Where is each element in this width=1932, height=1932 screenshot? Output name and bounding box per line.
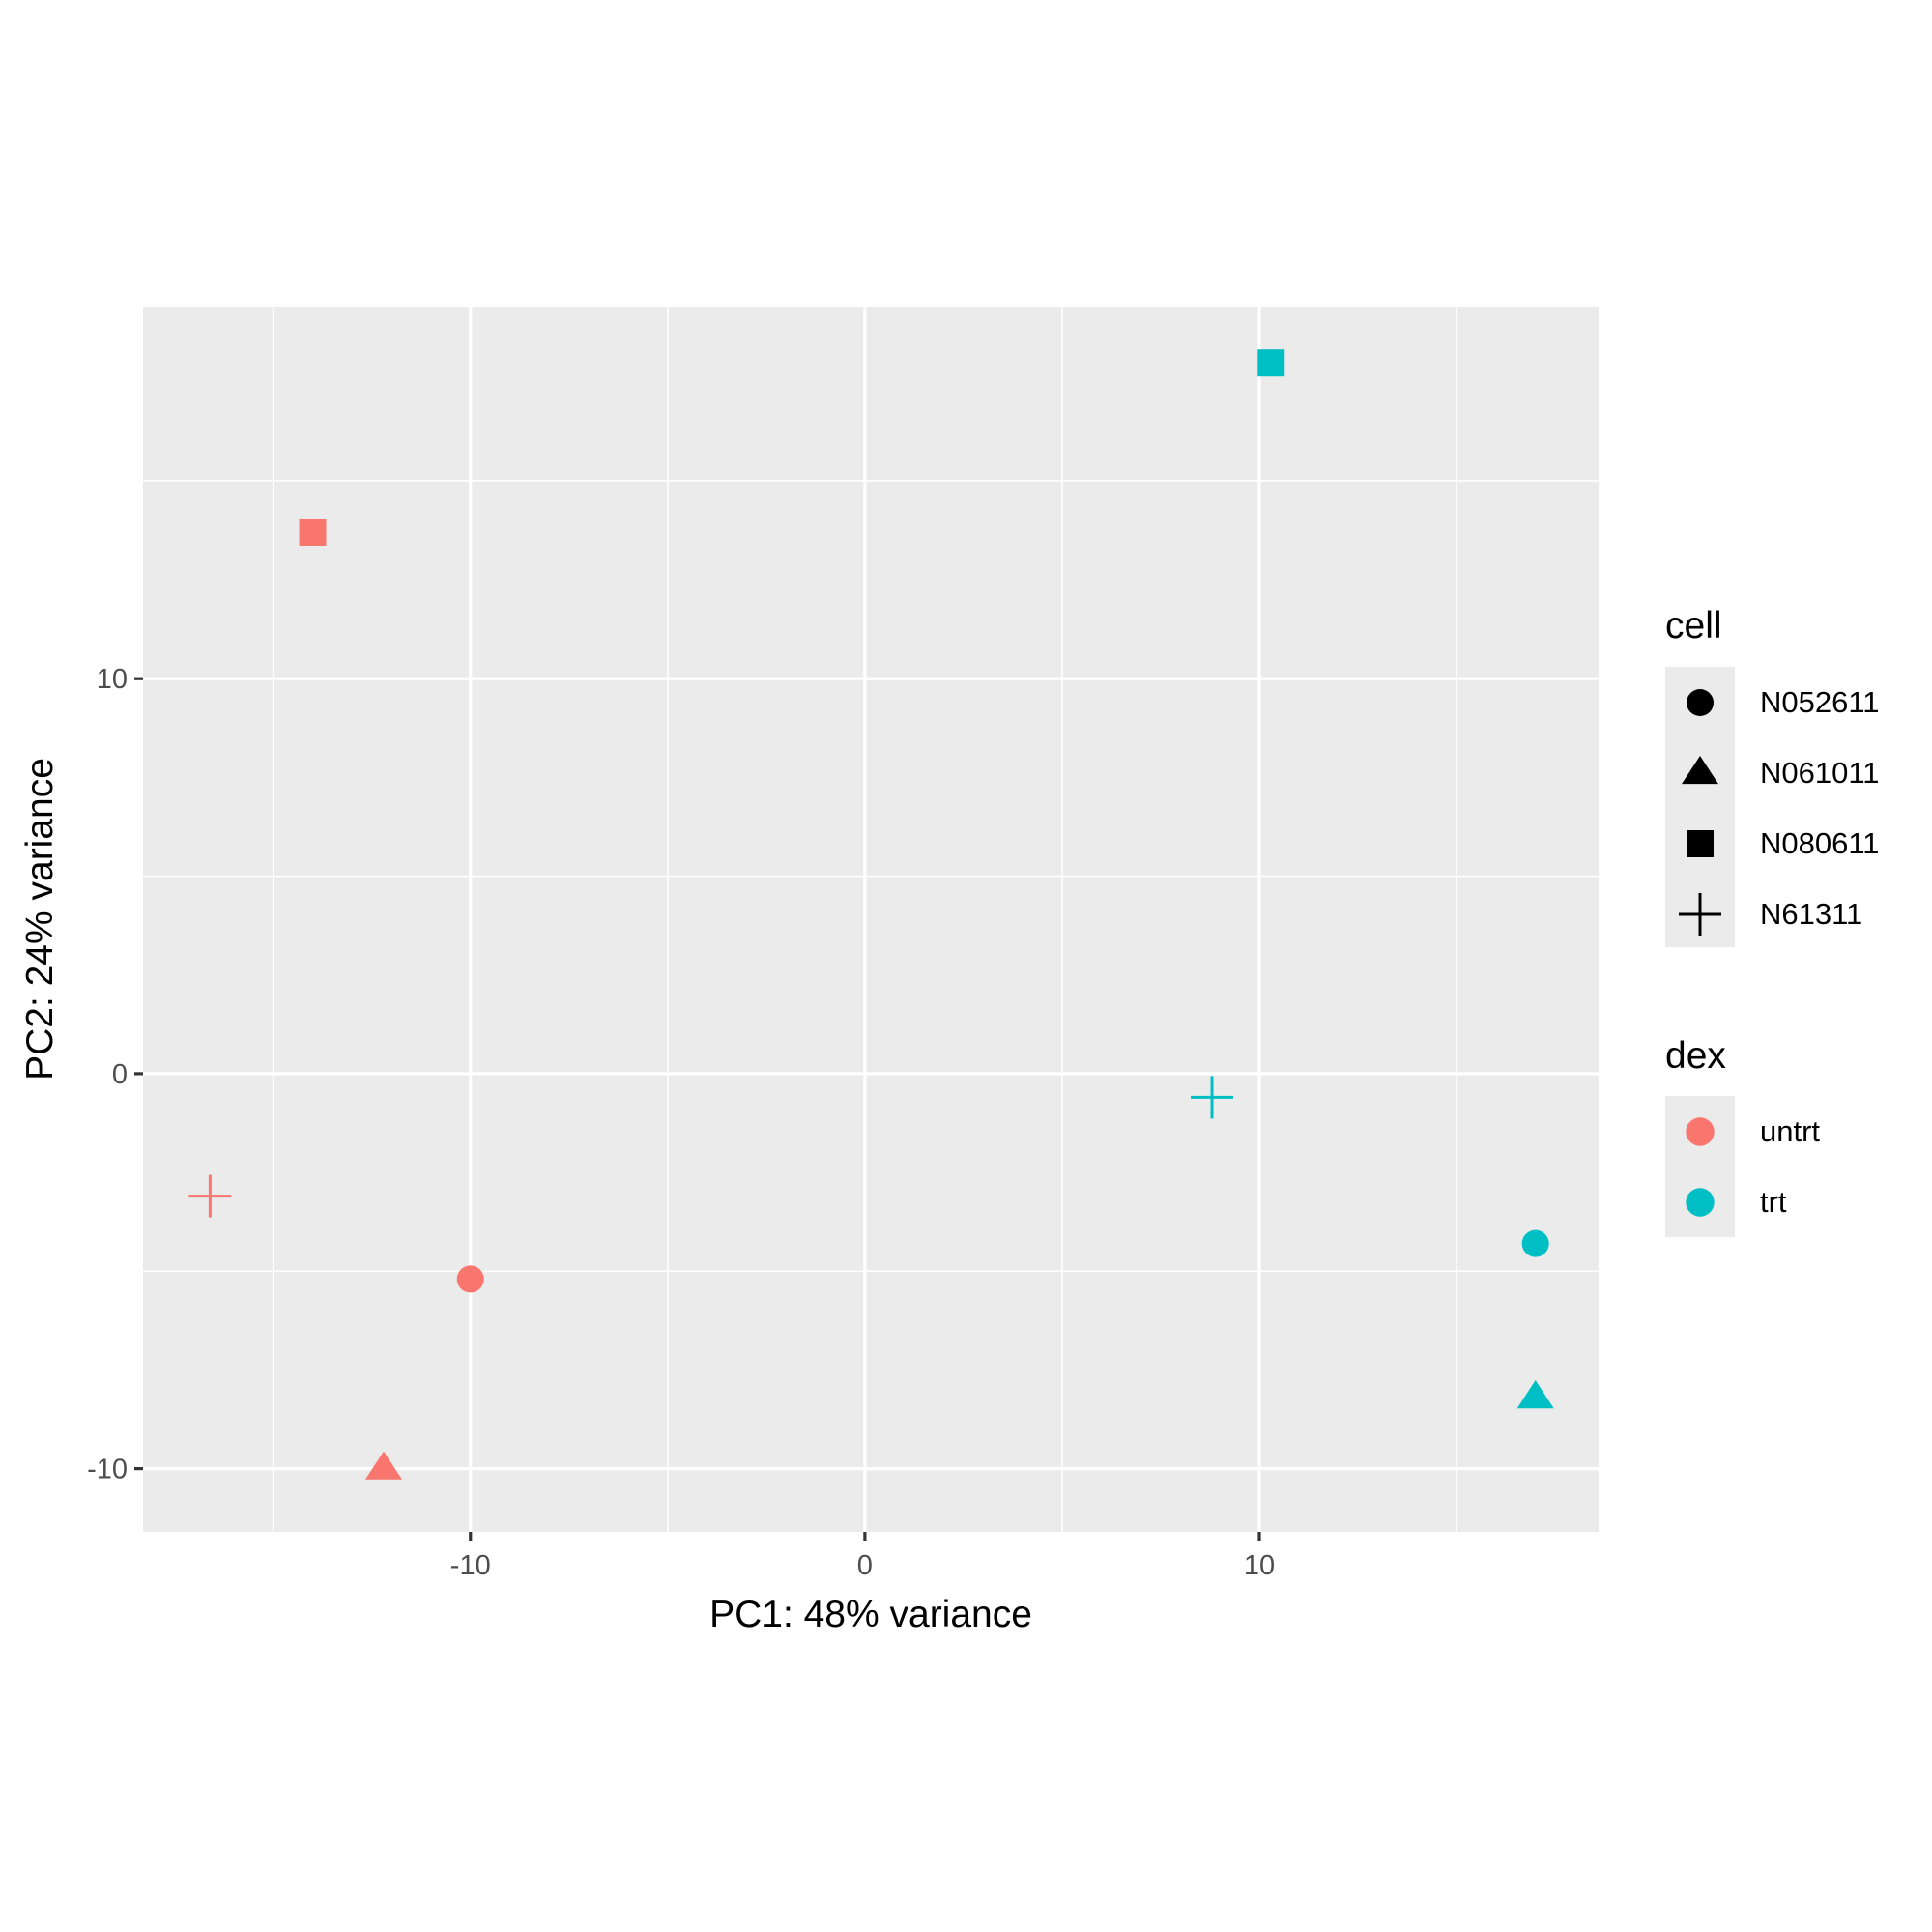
y-tick-label: 0	[112, 1059, 128, 1090]
plot-panel	[143, 307, 1599, 1532]
legend-dex-keys	[1686, 1117, 1715, 1217]
minor-gridlines	[143, 307, 1599, 1532]
legend-cell-label: N061011	[1760, 756, 1880, 790]
legend-cell-key-triangle-icon	[1682, 756, 1718, 785]
legend-dex-labels: untrt trt	[1760, 1114, 1820, 1219]
legend-dex-key-circle-icon	[1686, 1188, 1715, 1217]
data-point	[188, 1174, 232, 1218]
data-point	[1521, 1229, 1549, 1257]
legend-dex-label: trt	[1760, 1185, 1787, 1219]
data-point	[364, 1451, 402, 1480]
legend-cell-title: cell	[1665, 605, 1722, 647]
data-points	[188, 349, 1554, 1480]
legend-cell-label: N080611	[1760, 826, 1880, 860]
data-point	[299, 518, 327, 546]
legend-cell-key-plus-icon	[1679, 893, 1721, 936]
y-tick-label: 10	[97, 664, 128, 695]
legend-dex-key-circle-icon	[1686, 1117, 1715, 1146]
data-point	[1191, 1076, 1234, 1119]
legend-cell-labels: N052611 N061011 N080611 N61311	[1760, 685, 1880, 931]
axis-ticks	[134, 677, 1261, 1541]
data-point	[456, 1265, 484, 1293]
legend-cell-key-circle-icon	[1687, 689, 1714, 716]
legend-cell-label: N052611	[1760, 685, 1880, 719]
legend-cell-key-square-icon	[1687, 830, 1714, 857]
legend-cell-keys	[1679, 689, 1721, 936]
legend-dex: dex untrt trt	[1665, 1035, 1820, 1237]
y-tick-label: -10	[87, 1455, 128, 1485]
x-tick-label: -10	[450, 1550, 491, 1581]
legend-dex-title: dex	[1665, 1035, 1726, 1077]
y-axis-title: PC2: 24% variance	[19, 758, 61, 1081]
x-tick-label: 10	[1244, 1550, 1275, 1581]
x-tick-label: 0	[857, 1550, 873, 1581]
legend-cell: cell N052611 N061011 N080611 N61311	[1665, 605, 1880, 947]
data-point	[1257, 349, 1285, 377]
legend-cell-label: N61311	[1760, 897, 1862, 931]
y-axis-tick-labels: -10 0 10	[87, 664, 128, 1485]
data-point	[1516, 1380, 1554, 1409]
x-axis-title: PC1: 48% variance	[709, 1594, 1032, 1635]
legend-dex-label: untrt	[1760, 1114, 1820, 1148]
x-axis-tick-labels: -10 0 10	[450, 1550, 1275, 1581]
